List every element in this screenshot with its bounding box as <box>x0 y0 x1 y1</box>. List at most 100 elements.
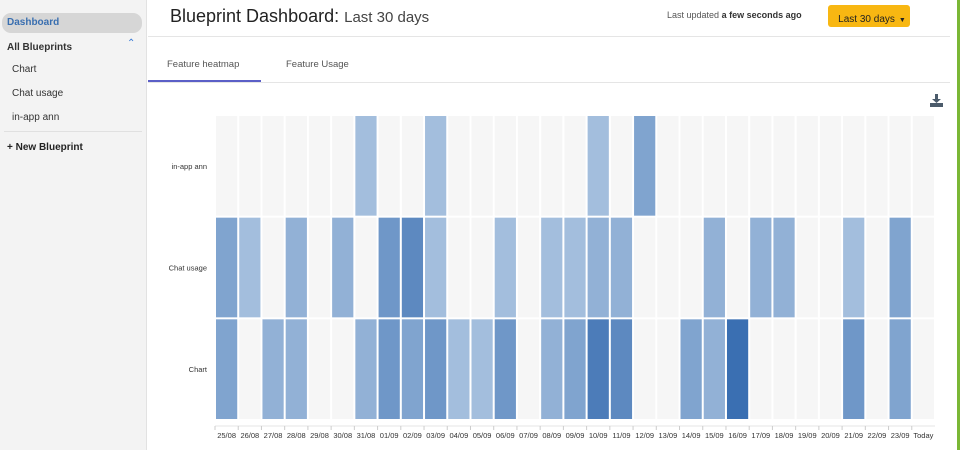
heatmap-cell[interactable] <box>657 319 679 419</box>
heatmap-cell[interactable] <box>843 217 865 318</box>
heatmap-cell[interactable] <box>262 319 284 419</box>
sidebar-item-chart[interactable]: Chart <box>12 64 37 75</box>
heatmap-cell[interactable] <box>726 319 749 419</box>
heatmap-cell[interactable] <box>889 116 911 216</box>
heatmap-cell[interactable] <box>587 319 609 419</box>
heatmap-cell[interactable] <box>726 217 749 318</box>
heatmap-cell[interactable] <box>610 319 633 419</box>
heatmap-cell[interactable] <box>819 319 842 419</box>
heatmap-cell[interactable] <box>308 217 331 318</box>
heatmap-cell[interactable] <box>494 319 516 419</box>
heatmap-cell[interactable] <box>378 116 400 216</box>
heatmap-cell[interactable] <box>610 217 633 318</box>
chevron-up-icon[interactable]: ⌃ <box>127 38 136 49</box>
heatmap-cell[interactable] <box>448 319 470 419</box>
heatmap-cell[interactable] <box>912 217 934 318</box>
heatmap-cell[interactable] <box>843 319 865 419</box>
heatmap-cell[interactable] <box>239 217 261 318</box>
heatmap-cell[interactable] <box>866 217 888 318</box>
heatmap-cell[interactable] <box>401 217 424 318</box>
heatmap-cell[interactable] <box>355 319 377 419</box>
heatmap-cell[interactable] <box>819 116 842 216</box>
heatmap-cell[interactable] <box>471 217 493 318</box>
heatmap-cell[interactable] <box>889 319 911 419</box>
heatmap-cell[interactable] <box>541 116 563 216</box>
heatmap-cell[interactable] <box>750 116 772 216</box>
heatmap-cell[interactable] <box>912 319 934 419</box>
heatmap-cell[interactable] <box>471 319 493 419</box>
heatmap-cell[interactable] <box>866 116 888 216</box>
heatmap-cell[interactable] <box>703 319 725 419</box>
heatmap-cell[interactable] <box>703 116 725 216</box>
sidebar-item-chat-usage[interactable]: Chat usage <box>12 88 64 99</box>
heatmap-cell[interactable] <box>750 319 772 419</box>
heatmap-cell[interactable] <box>680 217 702 318</box>
download-icon[interactable] <box>930 94 943 110</box>
heatmap-cell[interactable] <box>262 116 284 216</box>
heatmap-cell[interactable] <box>448 116 470 216</box>
heatmap-cell[interactable] <box>634 319 656 419</box>
heatmap-cell[interactable] <box>587 217 609 318</box>
heatmap-cell[interactable] <box>866 319 888 419</box>
heatmap-cell[interactable] <box>657 116 679 216</box>
heatmap-cell[interactable] <box>401 116 424 216</box>
heatmap-cell[interactable] <box>796 116 818 216</box>
heatmap-cell[interactable] <box>239 319 261 419</box>
heatmap-cell[interactable] <box>332 116 354 216</box>
heatmap-cell[interactable] <box>378 319 400 419</box>
heatmap-cell[interactable] <box>471 116 493 216</box>
heatmap-cell[interactable] <box>285 116 307 216</box>
heatmap-cell[interactable] <box>239 116 261 216</box>
sidebar-item-in-app-ann[interactable]: in-app ann <box>12 112 60 123</box>
heatmap-cell[interactable] <box>564 116 586 216</box>
heatmap-cell[interactable] <box>796 217 818 318</box>
heatmap-cell[interactable] <box>517 319 540 419</box>
heatmap-cell[interactable] <box>541 319 563 419</box>
heatmap-cell[interactable] <box>494 116 516 216</box>
heatmap-cell[interactable] <box>425 116 447 216</box>
heatmap-cell[interactable] <box>355 116 377 216</box>
heatmap-cell[interactable] <box>587 116 609 216</box>
heatmap-cell[interactable] <box>680 116 702 216</box>
heatmap-cell[interactable] <box>332 217 354 318</box>
sidebar-item-dashboard[interactable]: Dashboard <box>2 13 142 33</box>
heatmap-cell[interactable] <box>634 217 656 318</box>
heatmap-cell[interactable] <box>425 319 447 419</box>
heatmap-cell[interactable] <box>216 217 238 318</box>
heatmap-cell[interactable] <box>773 319 795 419</box>
heatmap-cell[interactable] <box>425 217 447 318</box>
heatmap-cell[interactable] <box>216 116 238 216</box>
heatmap-cell[interactable] <box>912 116 934 216</box>
heatmap-cell[interactable] <box>680 319 702 419</box>
heatmap-cell[interactable] <box>285 217 307 318</box>
new-blueprint-button[interactable]: + New Blueprint <box>7 142 83 153</box>
heatmap-cell[interactable] <box>494 217 516 318</box>
heatmap-cell[interactable] <box>819 217 842 318</box>
heatmap-cell[interactable] <box>889 217 911 318</box>
tab-feature-usage[interactable]: Feature Usage <box>286 59 349 70</box>
heatmap-cell[interactable] <box>564 217 586 318</box>
heatmap-cell[interactable] <box>308 319 331 419</box>
heatmap-cell[interactable] <box>285 319 307 419</box>
heatmap-cell[interactable] <box>773 217 795 318</box>
heatmap-cell[interactable] <box>262 217 284 318</box>
heatmap-cell[interactable] <box>564 319 586 419</box>
heatmap-cell[interactable] <box>355 217 377 318</box>
heatmap-cell[interactable] <box>517 116 540 216</box>
heatmap-cell[interactable] <box>610 116 633 216</box>
heatmap-cell[interactable] <box>448 217 470 318</box>
heatmap-cell[interactable] <box>378 217 400 318</box>
heatmap-cell[interactable] <box>332 319 354 419</box>
heatmap-cell[interactable] <box>541 217 563 318</box>
heatmap-cell[interactable] <box>401 319 424 419</box>
heatmap-cell[interactable] <box>517 217 540 318</box>
heatmap-cell[interactable] <box>216 319 238 419</box>
heatmap-cell[interactable] <box>843 116 865 216</box>
tab-feature-heatmap[interactable]: Feature heatmap <box>167 59 240 70</box>
heatmap-cell[interactable] <box>750 217 772 318</box>
heatmap-cell[interactable] <box>657 217 679 318</box>
heatmap-cell[interactable] <box>308 116 331 216</box>
heatmap-cell[interactable] <box>634 116 656 216</box>
sidebar-all-blueprints[interactable]: All Blueprints <box>7 42 73 53</box>
heatmap-cell[interactable] <box>703 217 725 318</box>
